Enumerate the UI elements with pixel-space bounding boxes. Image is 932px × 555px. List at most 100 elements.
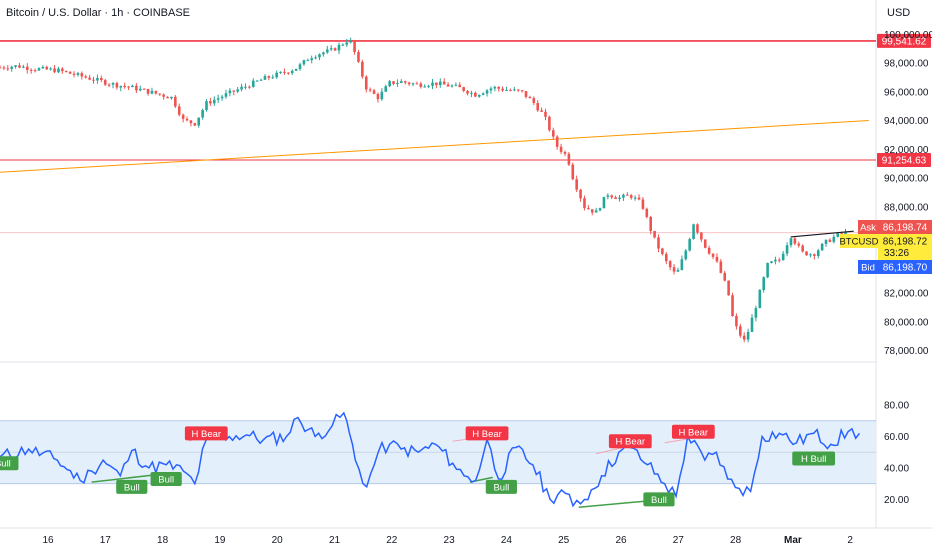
candle-body xyxy=(746,331,750,340)
candle-body xyxy=(590,209,594,213)
candle-body xyxy=(770,261,773,263)
chart-title: Bitcoin / U.S. Dollar · 1h · COINBASE xyxy=(6,7,190,19)
candle-body xyxy=(754,308,758,318)
rsi-tick-label: 40.00 xyxy=(884,463,909,474)
candle-body xyxy=(509,89,512,91)
candle-body xyxy=(427,85,430,87)
rsi-line xyxy=(0,411,861,508)
candle-body xyxy=(64,70,68,72)
price-tick-label: 82,000.00 xyxy=(884,289,929,300)
time-tick-label: 25 xyxy=(558,535,570,546)
candle-body xyxy=(283,71,286,73)
bull-signal-label: Bull xyxy=(643,492,675,507)
time-tick-label: 26 xyxy=(615,535,627,546)
candle-body xyxy=(25,66,29,70)
candle-body xyxy=(594,210,598,213)
candle-body xyxy=(181,114,185,119)
candle-body xyxy=(325,49,329,53)
candle-body xyxy=(119,85,123,88)
candle-body xyxy=(606,195,610,197)
candle-body xyxy=(540,110,543,112)
candle-body xyxy=(45,66,49,70)
candle-body xyxy=(423,86,427,88)
candle-body xyxy=(462,87,465,91)
candle-body xyxy=(14,65,17,67)
candle-body xyxy=(551,130,555,137)
candle-body xyxy=(696,224,699,233)
candle-body xyxy=(805,251,808,256)
candle-body xyxy=(844,231,847,235)
candle-body xyxy=(766,262,769,278)
candle-body xyxy=(232,90,236,92)
candle-body xyxy=(836,233,840,237)
candle-body xyxy=(809,254,812,256)
candle-body xyxy=(610,195,614,198)
candle-body xyxy=(450,85,454,87)
signal-label-text: H Bear xyxy=(472,429,502,440)
candle-body xyxy=(220,96,224,99)
signal-label-bg xyxy=(0,456,19,471)
candle-body xyxy=(18,65,21,68)
candle-body xyxy=(111,83,115,85)
candle-body xyxy=(680,259,684,270)
candle-body xyxy=(228,90,232,94)
resistance-price-label-text: 91,254.63 xyxy=(882,156,927,167)
candle-body xyxy=(146,88,150,94)
candle-body xyxy=(785,245,789,254)
candle-body xyxy=(142,88,146,90)
candle-body xyxy=(813,254,816,257)
bear-signal-label: H Bear xyxy=(608,434,652,449)
bid-tag: Bid xyxy=(861,263,875,274)
signal-label-bg xyxy=(643,492,675,507)
candle-body xyxy=(653,230,656,238)
candle-body xyxy=(711,253,715,257)
candle-body xyxy=(777,259,781,261)
signal-label-text: Bull xyxy=(158,474,174,485)
time-tick-label: 17 xyxy=(100,535,112,546)
candle-body xyxy=(470,92,473,94)
time-tick-label: 20 xyxy=(272,535,284,546)
candle-body xyxy=(493,86,497,89)
candle-body xyxy=(154,90,158,94)
price-tick-label: 78,000.00 xyxy=(884,346,929,357)
candle-body xyxy=(466,90,469,94)
candle-body xyxy=(189,120,193,124)
candle-body xyxy=(532,98,536,104)
candles xyxy=(0,37,847,343)
candle-body xyxy=(298,64,302,69)
candle-body xyxy=(758,290,762,309)
time-tick-label: 2 xyxy=(847,535,853,546)
rsi-tick-label: 80.00 xyxy=(884,401,909,412)
candle-body xyxy=(629,195,633,198)
candle-body xyxy=(797,243,801,246)
candle-body xyxy=(544,111,547,117)
candle-body xyxy=(240,86,243,90)
candle-body xyxy=(213,99,216,104)
candle-body xyxy=(431,82,434,86)
candle-body xyxy=(201,110,204,118)
signal-label-bg xyxy=(465,426,509,441)
candle-body xyxy=(719,261,723,273)
candle-body xyxy=(361,61,364,77)
candle-body xyxy=(442,81,446,85)
signal-label-text: Bull xyxy=(124,482,140,493)
candle-body xyxy=(411,83,415,85)
candle-body xyxy=(489,88,493,91)
candle-body xyxy=(485,90,489,94)
candle-body xyxy=(61,68,64,71)
time-tick-label: 22 xyxy=(386,535,398,546)
candle-body xyxy=(388,81,391,87)
candle-body xyxy=(53,68,56,73)
candle-body xyxy=(575,179,578,190)
candle-body xyxy=(84,76,88,78)
signal-label-bg xyxy=(150,471,182,486)
currency-selector[interactable]: USD xyxy=(887,7,911,19)
candle-body xyxy=(306,60,310,62)
resistance-price-label: 91,254.63 xyxy=(877,153,931,168)
candle-body xyxy=(676,269,680,272)
price-tick-label: 90,000.00 xyxy=(884,174,929,185)
candle-body xyxy=(131,85,134,88)
candle-body xyxy=(700,232,703,240)
signal-label-bg xyxy=(792,451,836,466)
